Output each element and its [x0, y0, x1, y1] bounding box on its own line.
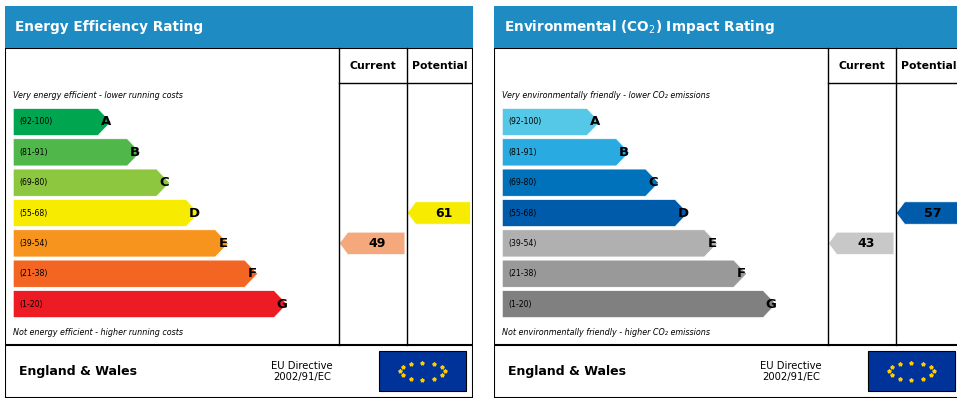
Text: 49: 49 [368, 237, 387, 250]
Text: Not environmentally friendly - higher CO₂ emissions: Not environmentally friendly - higher CO… [502, 328, 710, 337]
Text: A: A [590, 116, 600, 128]
Text: E: E [219, 237, 228, 250]
Text: (21-38): (21-38) [20, 269, 48, 278]
Text: (39-54): (39-54) [509, 239, 537, 248]
Polygon shape [502, 230, 718, 257]
Text: Very energy efficient - lower running costs: Very energy efficient - lower running co… [13, 91, 183, 100]
Text: Energy Efficiency Rating: Energy Efficiency Rating [15, 20, 203, 34]
Text: (55-68): (55-68) [20, 208, 48, 217]
Text: EU Directive
2002/91/EC: EU Directive 2002/91/EC [271, 361, 333, 382]
Polygon shape [502, 199, 688, 227]
Text: E: E [708, 237, 717, 250]
Text: 57: 57 [924, 206, 942, 219]
Polygon shape [13, 199, 199, 227]
Text: (81-91): (81-91) [20, 148, 48, 157]
Text: Environmental (CO$_2$) Impact Rating: Environmental (CO$_2$) Impact Rating [504, 18, 775, 36]
Text: C: C [649, 176, 658, 189]
Text: 43: 43 [857, 237, 876, 250]
Text: (55-68): (55-68) [509, 208, 537, 217]
Text: D: D [189, 206, 199, 219]
Polygon shape [502, 169, 658, 196]
Text: B: B [619, 146, 630, 159]
Polygon shape [502, 139, 630, 166]
Bar [5, 48, 473, 398]
Text: (39-54): (39-54) [20, 239, 48, 248]
Text: F: F [737, 267, 746, 280]
Text: (92-100): (92-100) [509, 118, 542, 126]
Polygon shape [829, 232, 894, 255]
Text: (1-20): (1-20) [20, 299, 43, 309]
Text: F: F [248, 267, 257, 280]
Bar [494, 6, 957, 48]
Text: (69-80): (69-80) [20, 178, 48, 187]
Text: (21-38): (21-38) [509, 269, 537, 278]
Text: (92-100): (92-100) [20, 118, 53, 126]
Text: EU Directive
2002/91/EC: EU Directive 2002/91/EC [760, 361, 822, 382]
Text: Current: Current [350, 61, 397, 71]
Text: A: A [100, 116, 111, 128]
Polygon shape [13, 230, 229, 257]
Text: Potential: Potential [412, 61, 468, 71]
Text: C: C [160, 176, 169, 189]
Text: D: D [678, 206, 688, 219]
Text: G: G [277, 298, 287, 311]
Polygon shape [13, 169, 169, 196]
Text: Very environmentally friendly - lower CO₂ emissions: Very environmentally friendly - lower CO… [502, 91, 710, 100]
Polygon shape [502, 290, 776, 318]
Text: (1-20): (1-20) [509, 299, 532, 309]
Polygon shape [408, 202, 471, 224]
Text: (81-91): (81-91) [509, 148, 537, 157]
Text: G: G [766, 298, 776, 311]
Polygon shape [13, 260, 257, 287]
Polygon shape [13, 108, 111, 136]
Polygon shape [340, 232, 405, 255]
Text: (69-80): (69-80) [509, 178, 537, 187]
Text: B: B [130, 146, 141, 159]
Polygon shape [13, 290, 287, 318]
Polygon shape [502, 108, 600, 136]
Text: England & Wales: England & Wales [508, 365, 626, 378]
Text: Potential: Potential [901, 61, 957, 71]
Text: Not energy efficient - higher running costs: Not energy efficient - higher running co… [13, 328, 183, 337]
Text: Current: Current [839, 61, 886, 71]
Text: England & Wales: England & Wales [19, 365, 137, 378]
Bar [5, 6, 473, 48]
Text: 61: 61 [435, 206, 453, 219]
Bar [379, 351, 466, 391]
Polygon shape [897, 202, 957, 224]
Polygon shape [13, 139, 141, 166]
Bar [494, 48, 957, 398]
Bar [868, 351, 955, 391]
Polygon shape [502, 260, 746, 287]
